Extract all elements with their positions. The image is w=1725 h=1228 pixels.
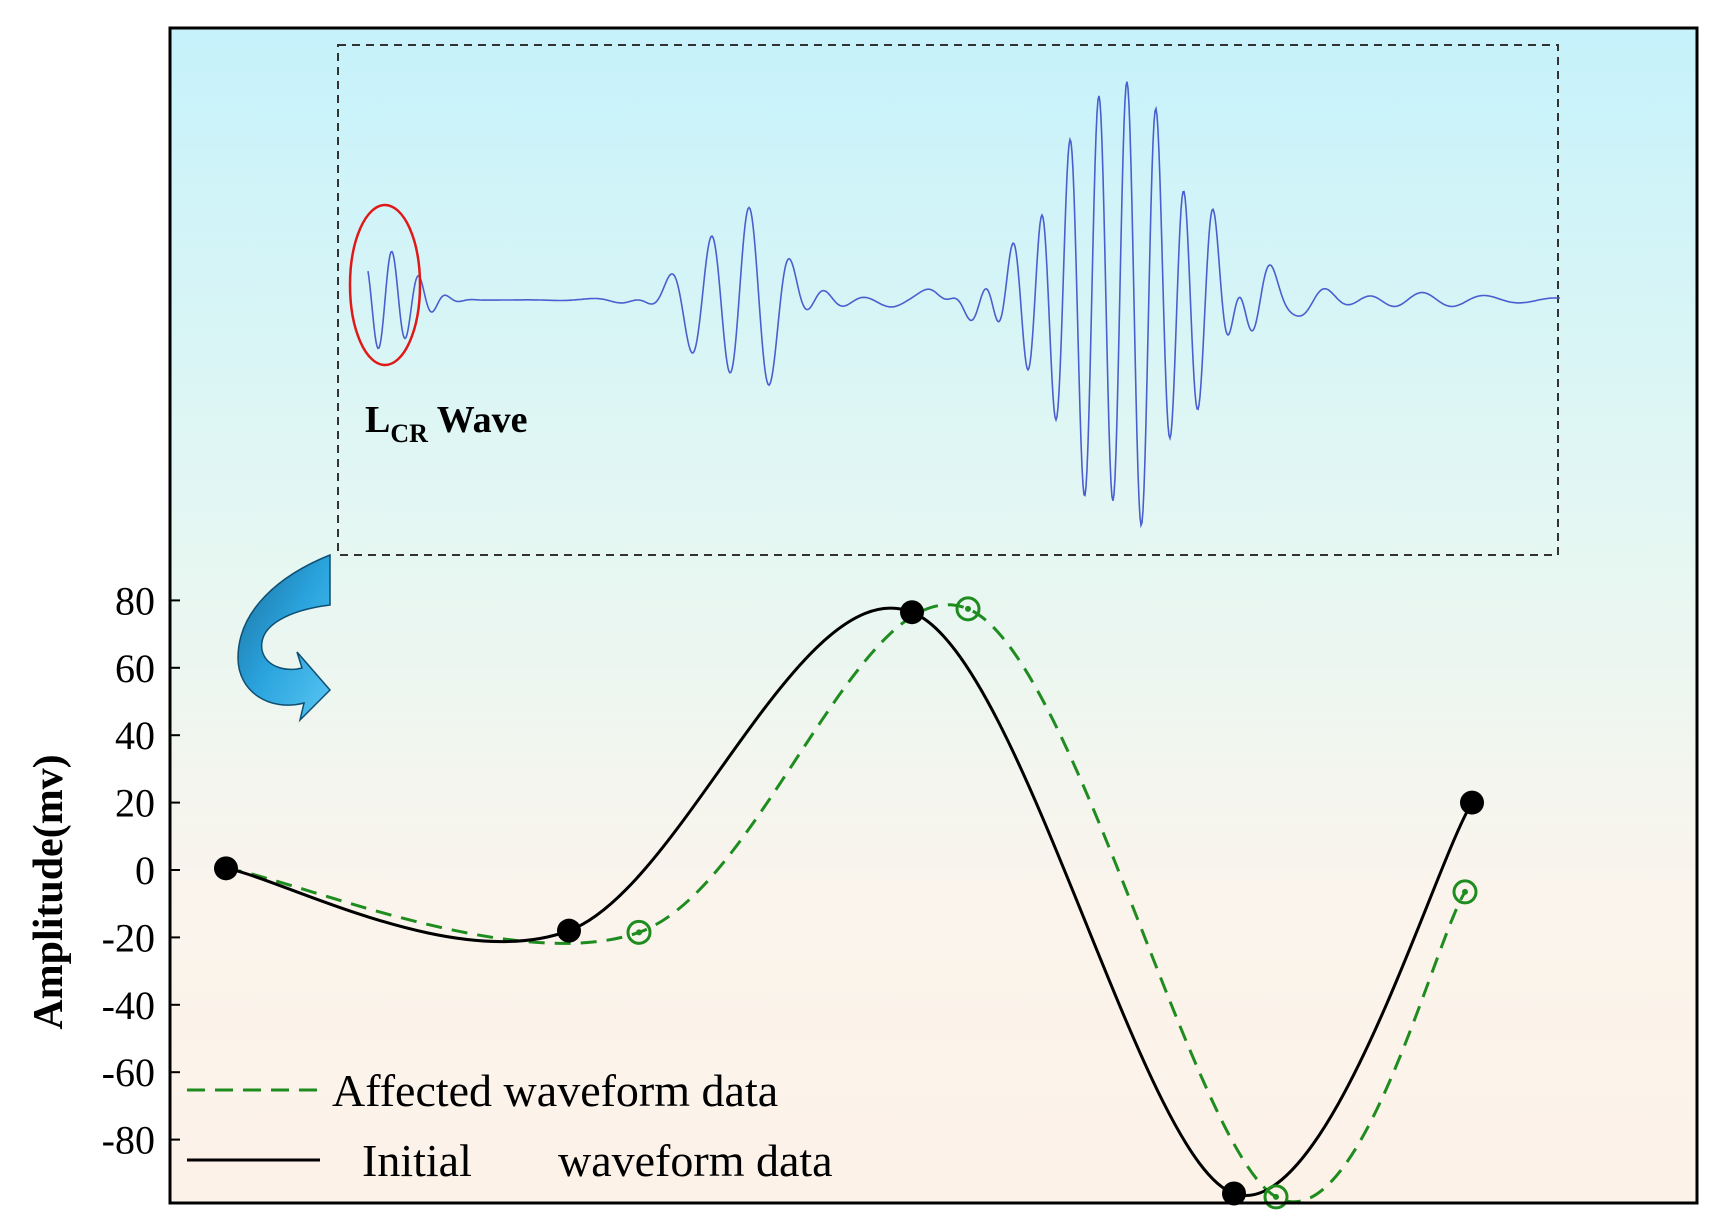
data-point-affected-dot	[636, 929, 642, 936]
data-point-affected	[1263, 1184, 1289, 1210]
data-point-affected-ring	[1263, 1184, 1289, 1210]
lcr-wave-label-sub: CR	[390, 419, 428, 448]
y-tick-label: 0	[135, 848, 155, 893]
legend: Affected waveform data Initial waveform …	[187, 1065, 833, 1186]
y-tick-label: -60	[102, 1050, 155, 1095]
data-point-affected-ring	[1452, 879, 1478, 905]
data-point-affected-ring	[626, 919, 652, 945]
y-axis: 80 60 40 20 0 -20 -40 -60 -80	[102, 578, 180, 1163]
legend-label-initial-suffix: waveform data	[558, 1135, 833, 1186]
plot-frame	[168, 26, 1699, 1205]
data-point-initial	[557, 918, 581, 943]
lcr-wave-label-rest: Wave	[428, 399, 528, 441]
data-point-initial	[214, 856, 238, 881]
marker-layer	[214, 596, 1484, 1210]
lcr-wave-inset: LCR Wave	[237, 44, 1561, 723]
inset-dashed-frame	[337, 44, 1559, 556]
data-point-affected-dot	[1273, 1193, 1279, 1200]
data-point-affected-dot	[965, 605, 971, 612]
y-tick-label: 40	[115, 713, 155, 758]
y-tick-label: 80	[115, 578, 155, 623]
series-line-affected	[225, 603, 1467, 1204]
data-point-affected	[1452, 879, 1478, 905]
legend-label-affected: Affected waveform data	[332, 1065, 778, 1116]
plot-background	[170, 28, 1697, 1203]
y-axis-label: Amplitude(mv)	[26, 754, 72, 1029]
series-line-initial	[225, 606, 1474, 1197]
data-point-affected	[626, 919, 652, 945]
y-tick-label: 60	[115, 646, 155, 691]
lcr-highlight-ellipse	[348, 203, 422, 367]
data-point-initial	[1222, 1181, 1246, 1206]
inset-signal-trace	[367, 81, 1561, 529]
data-point-initial	[1460, 790, 1484, 815]
legend-label-initial: Initial	[362, 1135, 472, 1186]
y-tick-label: 20	[115, 781, 155, 826]
curved-arrow-icon	[237, 553, 332, 723]
y-tick-label: -80	[102, 1118, 155, 1163]
data-point-affected-ring	[955, 596, 981, 622]
y-tick-label: -20	[102, 915, 155, 960]
data-point-initial	[900, 600, 924, 625]
lcr-wave-label: LCR Wave	[365, 399, 528, 448]
lcr-wave-label-main: L	[365, 399, 390, 441]
y-tick-label: -40	[102, 983, 155, 1028]
data-point-affected	[955, 596, 981, 622]
series-layer	[225, 603, 1474, 1204]
data-point-affected-dot	[1462, 888, 1468, 895]
